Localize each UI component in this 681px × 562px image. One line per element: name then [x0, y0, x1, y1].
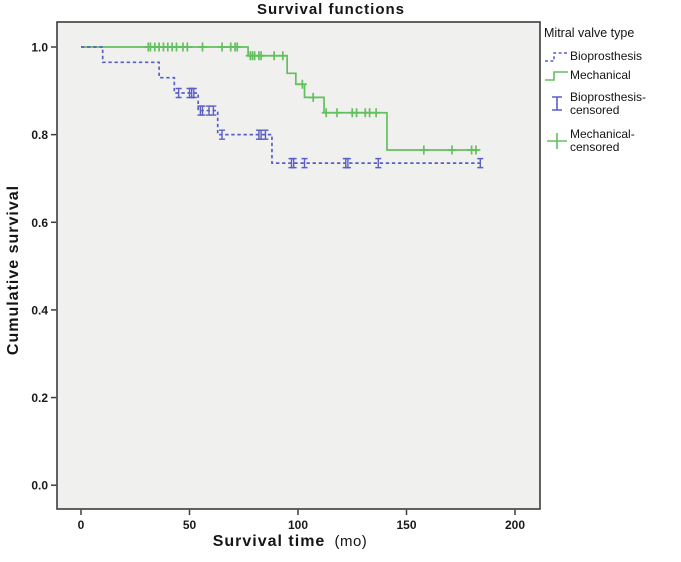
mechanical-censored-mark	[332, 108, 342, 118]
bioprosthesis-censored-mark	[262, 129, 269, 140]
mechanical-censored-mark	[308, 92, 318, 102]
bioprosthesis-censored-mark	[190, 87, 197, 99]
bioprosthesis-censored-mark	[301, 157, 308, 169]
y-axis-label: Cumulative survival	[5, 184, 22, 356]
dashed-step-icon	[545, 51, 568, 62]
legend-item-mechanical: Mechanical	[544, 66, 681, 85]
censored-plus-icon	[547, 132, 567, 149]
mechanical-censored-mark	[419, 145, 429, 155]
bioprosthesis-curve	[81, 46, 483, 164]
y-tick-label: 0.2	[31, 391, 48, 405]
bioprosthesis-censored-mark	[199, 105, 206, 116]
mechanical-censored-mark	[182, 42, 192, 52]
mechanical-censored-mark	[232, 42, 242, 52]
mechanical-censored-mark	[447, 145, 457, 155]
legend-item-label: Bioprosthesis-censored	[570, 89, 647, 117]
x-tick-label: 200	[505, 518, 525, 532]
bioprosthesis-curve-group	[81, 46, 484, 169]
mechanical-censored-mark	[278, 51, 288, 61]
y-tick-label: 0.0	[31, 479, 48, 493]
mechanical-censored-mark	[217, 42, 227, 52]
legend-title: Mitral valve type	[544, 26, 635, 40]
mechanical-censored-mark	[297, 79, 307, 89]
mechanical-censored-mark	[371, 108, 381, 118]
legend-item-bioprosthesis: Bioprosthesis	[544, 47, 681, 66]
x-axis-label-unit-text: (mo)	[334, 533, 368, 550]
bioprosthesis-censored-mark	[290, 157, 297, 169]
x-axis-label-text: Survival time	[212, 533, 326, 550]
x-tick-label: 100	[288, 518, 308, 532]
bioprosthesis-censored-mark	[375, 157, 382, 169]
x-tick-label: 150	[396, 518, 416, 532]
mechanical-censored-mark	[352, 108, 362, 118]
legend-item-label: Bioprosthesis	[570, 49, 643, 63]
y-tick-label: 0.6	[31, 216, 48, 230]
legend-item-bioprosthesis-censored: Bioprosthesis-censored	[544, 85, 681, 122]
mechanical-censored-mark	[198, 42, 208, 52]
mechanical-censored-mark	[269, 51, 279, 61]
bioprosthesis-censored-mark	[219, 129, 226, 140]
x-tick-label: 50	[183, 518, 197, 532]
mechanical-censored-mark	[321, 108, 331, 118]
legend-item-label: Mechanical	[570, 68, 631, 82]
y-tick-label: 1.0	[31, 41, 48, 55]
mechanical-censored-mark	[471, 145, 481, 155]
solid-step-icon	[545, 70, 568, 81]
plot-panel	[56, 21, 541, 510]
chart-title: Survival functions	[256, 1, 406, 18]
mechanical-curve-group	[81, 42, 481, 155]
x-tick-label: 0	[78, 518, 85, 532]
legend-item-label: Mechanical-censored	[570, 126, 635, 154]
bioprosthesis-censored-mark	[477, 157, 484, 169]
y-tick-label: 0.4	[31, 303, 48, 317]
bioprosthesis-censored-mark	[344, 157, 351, 169]
bioprosthesis-censored-mark	[175, 87, 182, 99]
bioprosthesis-censored-mark	[210, 105, 217, 116]
mechanical-censored-mark	[256, 51, 266, 61]
legend-item-mechanical-censored: Mechanical-censored	[544, 122, 681, 159]
x-axis-label: Survival time (mo)	[40, 533, 540, 551]
censored-ibeam-icon	[552, 95, 562, 111]
legend-items: Bioprosthesis Mechanical Bioprosthesis-cen…	[544, 47, 681, 159]
y-tick-label: 0.8	[31, 128, 48, 142]
legend: Mitral valve type Bioprosthesis Mechanica…	[544, 26, 681, 159]
